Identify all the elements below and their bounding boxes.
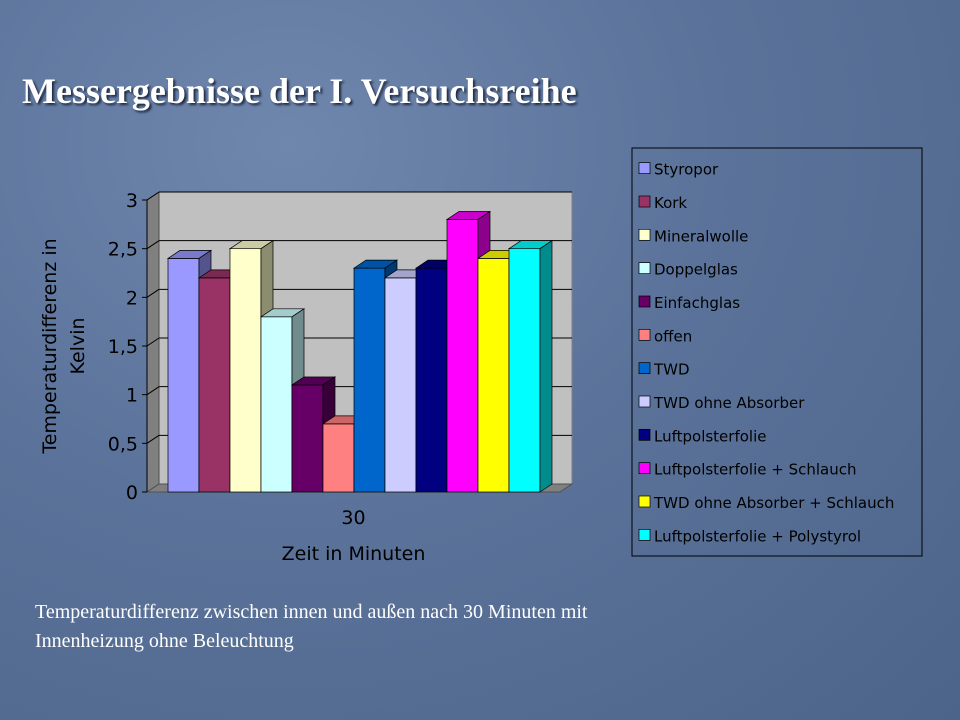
bar-front <box>260 316 293 493</box>
y-tick-label: 2,5 <box>108 239 138 261</box>
gridline-side <box>146 288 160 298</box>
legend-swatch <box>638 228 651 241</box>
gridline-side <box>146 337 160 347</box>
legend-swatch <box>638 328 651 341</box>
x-axis-title: Zeit in Minuten <box>282 543 426 565</box>
bar-side <box>539 240 553 493</box>
y-tick-label: 0,5 <box>108 433 138 455</box>
legend-swatch <box>638 528 651 541</box>
legend-swatch <box>638 162 651 175</box>
legend-swatch <box>638 295 651 308</box>
y-axis-title-line2: Kelvin <box>67 317 89 374</box>
y-tick-label: 2 <box>126 287 138 309</box>
bar-front <box>291 384 324 493</box>
gridline-side <box>146 191 160 201</box>
bar-12 <box>507 240 554 493</box>
legend-label: Einfachglas <box>654 294 740 312</box>
bar-front <box>508 248 541 493</box>
bar-front <box>167 258 200 493</box>
y-tick-label: 1 <box>126 385 138 407</box>
legend-swatch <box>638 395 651 408</box>
legend-label: TWD ohne Absorber + Schlauch <box>653 494 894 512</box>
gridline-side <box>146 240 160 250</box>
legend-label: Mineralwolle <box>654 227 748 245</box>
legend-label: TWD <box>653 361 690 379</box>
gridline-side <box>146 386 160 396</box>
bar-front <box>384 277 417 493</box>
legend-label: Luftpolsterfolie + Schlauch <box>654 461 856 479</box>
legend-swatch <box>638 495 651 508</box>
legend-swatch <box>638 462 651 475</box>
y-tick-label: 1,5 <box>108 336 138 358</box>
y-axis-title-line1: Temperaturdifferenz in <box>39 238 61 454</box>
bar-front <box>446 219 479 493</box>
legend-swatch <box>638 362 651 375</box>
legend-box <box>631 147 923 557</box>
bar-front <box>198 277 231 493</box>
bar-front <box>353 267 386 493</box>
slide-caption: Temperaturdifferenz zwischen innen und a… <box>35 601 588 652</box>
legend-label: Kork <box>654 194 687 212</box>
y-tick-label: 3 <box>126 190 138 212</box>
legend-swatch <box>638 195 651 208</box>
legend-label: offen <box>654 327 692 345</box>
legend-swatch <box>638 262 651 275</box>
y-tick-label: 0 <box>126 482 138 504</box>
legend-label: Luftpolsterfolie + Polystyrol <box>654 527 861 545</box>
x-tick-label: 30 <box>341 507 365 529</box>
bar-front <box>415 267 448 493</box>
legend-label: Doppelglas <box>654 261 738 279</box>
gridline-side <box>146 434 160 444</box>
bar-4 <box>259 308 306 493</box>
bar-front <box>229 248 262 493</box>
bar-front <box>477 258 510 493</box>
legend-label: TWD ohne Absorber <box>653 394 805 412</box>
legend-swatch <box>638 428 651 441</box>
bar-front <box>322 423 355 493</box>
legend-label: Luftpolsterfolie <box>654 427 766 445</box>
legend-label: Styropor <box>654 161 719 179</box>
slide-title: Messergebnisse der I. Versuchsreihe <box>22 71 577 111</box>
